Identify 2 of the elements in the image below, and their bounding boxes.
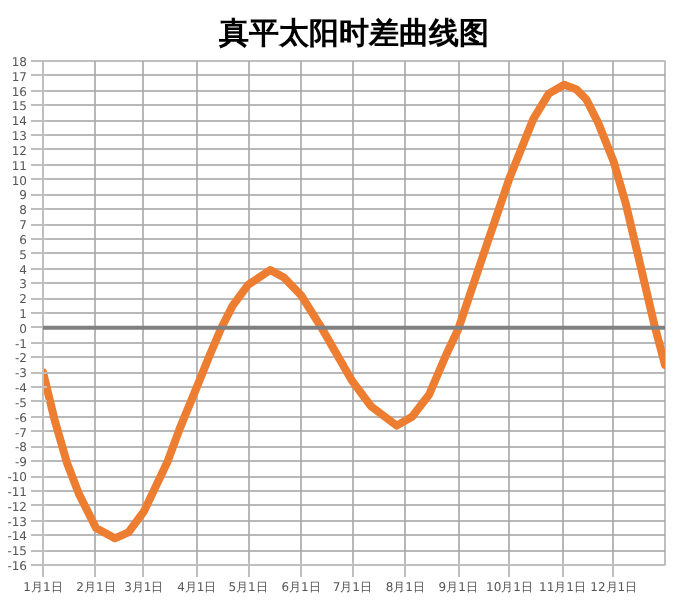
chart-title: 真平太阳时差曲线图 — [217, 15, 489, 51]
line-series — [43, 80, 665, 543]
